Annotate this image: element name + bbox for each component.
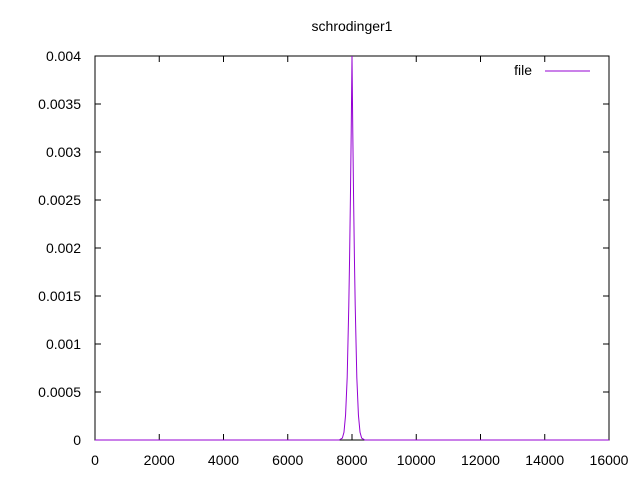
x-tick-label: 6000 (272, 452, 303, 468)
x-tick-label: 10000 (397, 452, 436, 468)
y-axis: 0 0.0005 0.001 0.0015 0.002 0.0025 0.003 0.0035… (38, 48, 609, 448)
y-tick-label: 0.004 (46, 48, 81, 64)
legend-label: file (514, 62, 532, 78)
y-tick-label: 0.001 (46, 336, 81, 352)
y-tick-label: 0.0025 (38, 192, 81, 208)
legend: file (514, 62, 590, 78)
chart-title: schrodinger1 (312, 18, 393, 34)
y-tick-label: 0 (73, 432, 81, 448)
series-layer (95, 55, 609, 441)
x-tick-label: 12000 (461, 452, 500, 468)
x-tick-label: 4000 (208, 452, 239, 468)
x-tick-label: 2000 (144, 452, 175, 468)
x-axis: 0 2000 4000 6000 8000 10000 12000 14000 16000 (91, 56, 629, 468)
x-tick-label: 8000 (336, 452, 367, 468)
y-tick-label: 0.003 (46, 144, 81, 160)
x-tick-label: 16000 (590, 452, 629, 468)
plot-frame (94, 55, 610, 441)
x-tick-label: 0 (91, 452, 99, 468)
y-tick-label: 0.0015 (38, 288, 81, 304)
y-tick-label: 0.0005 (38, 384, 81, 400)
y-tick-label: 0.0035 (38, 96, 81, 112)
series-line (95, 55, 609, 441)
y-tick-label: 0.002 (46, 240, 81, 256)
x-tick-label: 14000 (525, 452, 564, 468)
